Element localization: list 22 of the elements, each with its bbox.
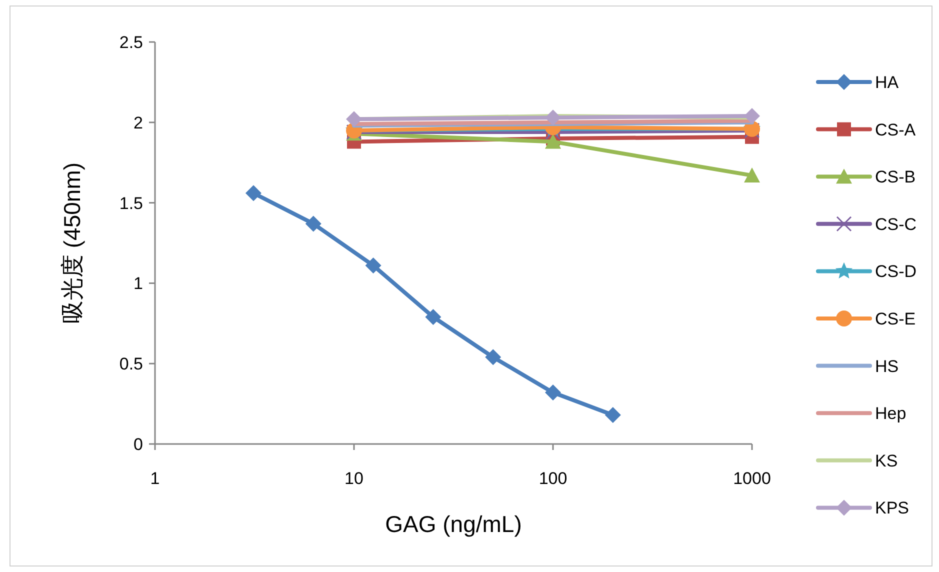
- x-tick-label: 1: [150, 469, 160, 488]
- x-axis-title: GAG (ng/mL): [385, 511, 522, 537]
- legend-label: HS: [875, 356, 899, 376]
- y-tick-label: 0.5: [119, 354, 143, 374]
- legend-label: CS-E: [875, 310, 916, 328]
- x-tick-label: 1000: [733, 469, 771, 488]
- y-tick-label: 2.5: [119, 33, 143, 52]
- y-tick-label: 0: [134, 435, 143, 454]
- x-tick-label: 10: [344, 469, 364, 488]
- y-tick-label: 1.5: [119, 194, 143, 213]
- y-tick-label: 2: [134, 113, 143, 132]
- x-tick-label: 100: [538, 469, 568, 488]
- legend-label: HA: [875, 73, 900, 92]
- y-tick-label: 1: [134, 274, 143, 294]
- legend-label: Hep: [875, 404, 906, 424]
- y-axis-title: 吸光度 (450nm): [59, 162, 85, 324]
- legend-label: CS-C: [875, 214, 917, 234]
- legend-label: CS-A: [875, 120, 916, 140]
- legend-label: CS-D: [875, 262, 917, 282]
- legend-label: KS: [875, 451, 898, 470]
- legend-label: CS-B: [875, 168, 916, 187]
- legend-label: KPS: [875, 498, 910, 518]
